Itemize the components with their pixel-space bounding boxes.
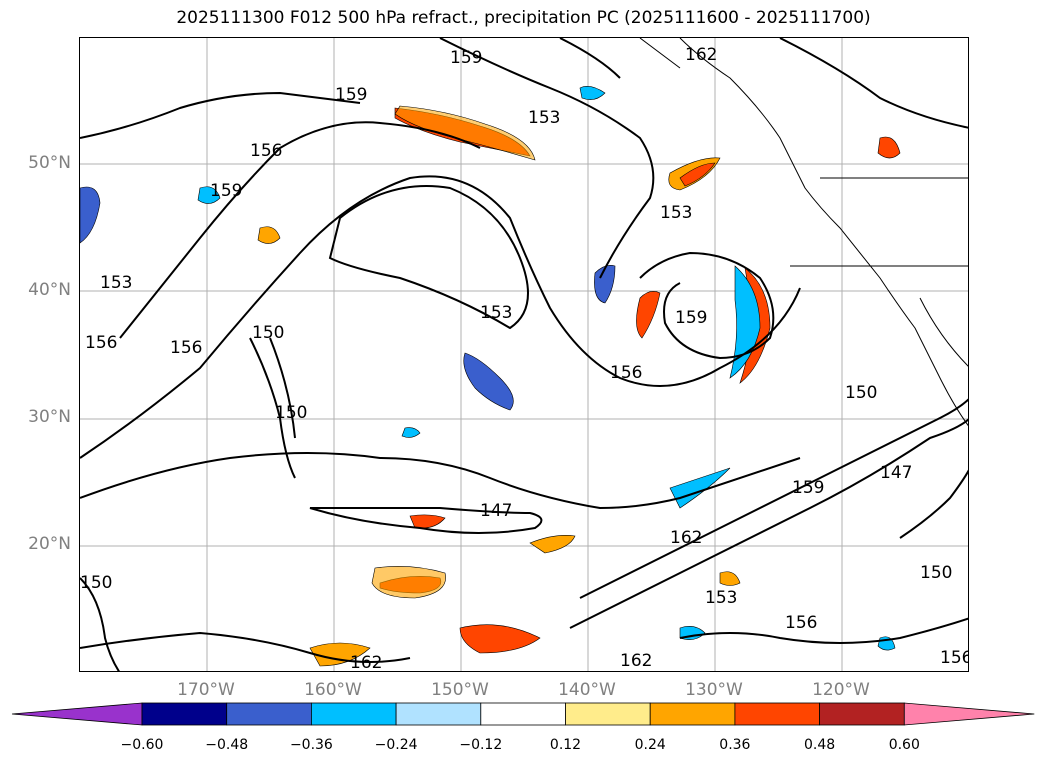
colorbar-tick-label: 0.12 bbox=[549, 737, 582, 753]
lon-label: 130°W bbox=[685, 680, 743, 700]
lon-label: 170°W bbox=[177, 680, 235, 700]
contour-label: 159 bbox=[210, 181, 242, 201]
contour-label: 156 bbox=[85, 333, 117, 353]
graticule bbox=[80, 38, 968, 671]
lon-label: 120°W bbox=[812, 680, 870, 700]
contour-label: 156 bbox=[170, 338, 202, 358]
contour-label: 153 bbox=[480, 303, 512, 323]
precip-fill bbox=[80, 86, 901, 667]
lon-label: 150°W bbox=[431, 680, 489, 700]
contour-label: 159 bbox=[792, 478, 824, 498]
colorbar-segment bbox=[310, 702, 397, 726]
contour-label: 159 bbox=[450, 48, 482, 68]
lat-label: 50°N bbox=[28, 153, 71, 173]
colorbar-segment bbox=[819, 702, 905, 726]
lat-label: 30°N bbox=[28, 407, 71, 427]
map-title: 2025111300 F012 500 hPa refract., precip… bbox=[176, 8, 871, 28]
colorbar-segment bbox=[565, 702, 651, 726]
contour-labels: 159 162 153 159 156 159 153 153 156 150 … bbox=[80, 45, 969, 672]
contour-label: 159 bbox=[335, 85, 367, 105]
colorbar-tick-label: −0.24 bbox=[374, 737, 418, 753]
contour-label: 153 bbox=[660, 203, 692, 223]
colorbar-tick-label: −0.36 bbox=[289, 737, 333, 753]
lat-label: 40°N bbox=[28, 280, 71, 300]
colorbar-extend-low bbox=[11, 702, 143, 726]
colorbar-tick-label: −0.60 bbox=[120, 737, 164, 753]
contour-label: 150 bbox=[252, 323, 284, 343]
contour-label: 150 bbox=[275, 403, 307, 423]
colorbar-segment bbox=[395, 702, 482, 726]
colorbar-extend-high bbox=[903, 702, 1035, 726]
contour-label: 147 bbox=[880, 463, 912, 483]
contour-label: 162 bbox=[620, 651, 652, 671]
contour-label: 147 bbox=[480, 501, 512, 521]
contour-label: 162 bbox=[670, 528, 702, 548]
map-panel: 159 162 153 159 156 159 153 153 156 150 … bbox=[79, 37, 969, 672]
colorbar-tick-label: 0.60 bbox=[888, 737, 920, 753]
lat-label: 20°N bbox=[28, 534, 71, 554]
colorbar-tick-label: −0.48 bbox=[205, 737, 249, 753]
contour-label: 150 bbox=[845, 383, 877, 403]
contour-label: 153 bbox=[705, 588, 737, 608]
colorbar-segment bbox=[226, 702, 312, 726]
contour-label: 162 bbox=[350, 653, 382, 672]
colorbar-tick-label: −0.12 bbox=[459, 737, 503, 753]
contour-label: 156 bbox=[785, 613, 817, 633]
colorbar-segment bbox=[480, 702, 566, 726]
colorbar-tick-label: 0.48 bbox=[804, 737, 836, 753]
contour-label: 150 bbox=[80, 573, 112, 593]
colorbar bbox=[11, 702, 1035, 726]
colorbar-segment bbox=[734, 702, 821, 726]
lon-label: 160°W bbox=[304, 680, 362, 700]
contour-label: 156 bbox=[610, 363, 642, 383]
contour-label: 162 bbox=[685, 45, 717, 65]
colorbar-segment bbox=[649, 702, 736, 726]
contour-label: 156 bbox=[250, 141, 282, 161]
contours bbox=[80, 38, 968, 671]
colorbar-tick-label: 0.24 bbox=[634, 737, 666, 753]
colorbar-tick-label: 0.36 bbox=[719, 737, 751, 753]
lon-label: 140°W bbox=[558, 680, 616, 700]
contour-label: 159 bbox=[675, 308, 707, 328]
contour-label: 153 bbox=[100, 273, 132, 293]
coastlines bbox=[639, 38, 968, 427]
contour-label: 153 bbox=[528, 108, 560, 128]
contour-label: 156 bbox=[940, 648, 969, 668]
colorbar-segment bbox=[141, 702, 228, 726]
contour-label: 150 bbox=[920, 563, 952, 583]
map-plot: 159 162 153 159 156 159 153 153 156 150 … bbox=[80, 38, 969, 672]
